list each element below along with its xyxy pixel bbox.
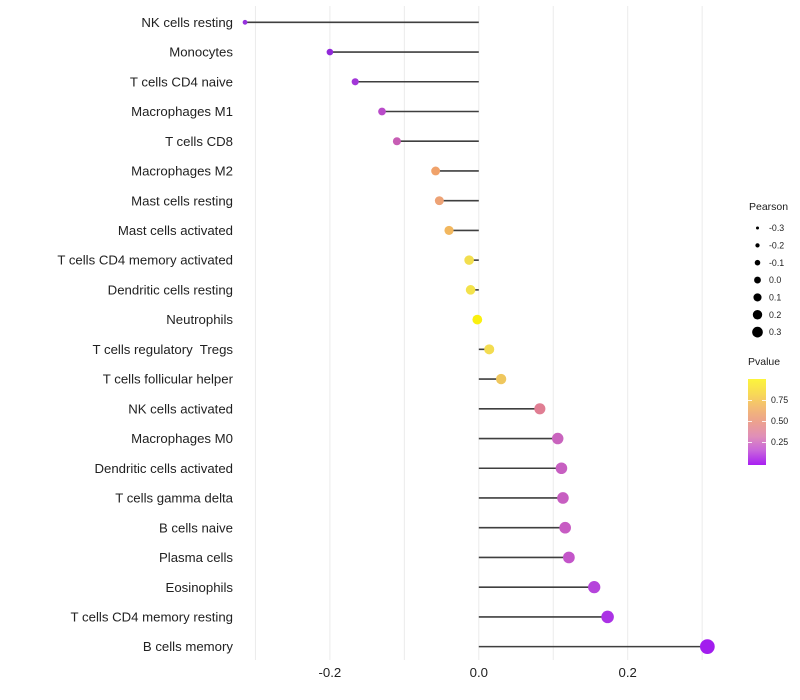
y-axis-label: T cells CD4 memory activated (57, 253, 233, 268)
y-axis-label: Dendritic cells resting (108, 282, 233, 297)
legend-pearson-label: 0.1 (769, 293, 781, 303)
legend-pearson-label: -0.2 (769, 240, 784, 250)
lollipop-dot (551, 432, 564, 445)
lollipop-dot (495, 373, 507, 385)
pvalue-bar-tick (748, 421, 752, 422)
lollipop-dot (563, 551, 575, 564)
lollipop-dot (464, 255, 474, 265)
y-axis-label: Mast cells activated (118, 223, 233, 238)
legend-pearson-label: -0.3 (769, 223, 784, 233)
pvalue-tick-label: 0.25 (771, 437, 789, 447)
pvalue-bar-tick (748, 400, 752, 401)
lollipop-dot (588, 581, 601, 594)
lollipop-dot (465, 285, 476, 295)
legend-pearson-label: 0.2 (769, 310, 781, 320)
lollipop-dot (434, 196, 444, 206)
lollipop-dot (444, 225, 454, 235)
y-axis-label: T cells CD8 (165, 134, 233, 149)
x-tick-label: -0.2 (319, 665, 342, 680)
legend-pearson-label: 0.3 (769, 327, 781, 337)
y-axis-label: T cells CD4 memory resting (71, 610, 233, 625)
y-axis-label: Plasma cells (159, 550, 233, 565)
lollipop-dot (326, 48, 334, 56)
legend-pearson-dot (752, 326, 763, 338)
y-axis-label: Monocytes (169, 45, 233, 60)
y-axis-label: Neutrophils (166, 312, 233, 327)
legend-pearson-dot (753, 293, 762, 302)
legend-pvalue: Pvalue 0.75 0.50 0.25 (748, 356, 800, 486)
legend-pearson-dot (754, 276, 761, 284)
legend-pearson-dot (752, 310, 763, 320)
pvalue-bar-tick (748, 442, 752, 443)
lollipop-dot (601, 610, 614, 624)
y-axis-label: NK cells activated (128, 401, 233, 416)
lollipop-dot (484, 344, 495, 355)
y-axis-label: Macrophages M1 (131, 104, 233, 119)
y-axis-label: Macrophages M2 (131, 164, 233, 179)
lollipop-dot (559, 521, 571, 534)
y-axis-label: B cells naive (159, 520, 233, 535)
legend-pearson-label: 0.0 (769, 275, 781, 285)
y-axis-label: Eosinophils (166, 580, 234, 595)
x-tick-label: 0.0 (470, 665, 488, 680)
pvalue-gradient-bar (748, 379, 766, 465)
pvalue-bar-tick (762, 442, 766, 443)
pvalue-bar-tick (762, 421, 766, 422)
lollipop-dot (378, 107, 386, 116)
legend-pearson-dot (754, 259, 761, 266)
y-axis-label: B cells memory (143, 639, 234, 654)
y-axis-label: NK cells resting (141, 15, 233, 30)
lollipop-dot (557, 492, 569, 504)
lollipop-dot (534, 403, 546, 415)
y-axis-label: T cells gamma delta (115, 491, 233, 506)
lollipop-dot (392, 137, 401, 146)
y-axis-label: T cells CD4 naive (130, 74, 233, 89)
lollipop-dot (242, 19, 248, 25)
pvalue-tick-label: 0.75 (771, 395, 789, 405)
lollipop-dot (555, 462, 568, 475)
x-tick-label: 0.2 (619, 665, 637, 680)
pvalue-bar-tick (762, 400, 766, 401)
legend-pearson-title: Pearson (749, 201, 789, 213)
legend-pearson: Pearson (749, 201, 788, 213)
y-axis-label: Macrophages M0 (131, 431, 233, 446)
lollipop-dot (431, 166, 441, 176)
lollipop-dot (700, 639, 715, 654)
legend-pvalue-title: Pvalue (748, 356, 781, 368)
legend-pearson-dot (755, 243, 760, 248)
y-axis-label: T cells regulatory Tregs (93, 342, 234, 357)
lollipop-dot (351, 78, 359, 86)
legend-pearson-label: -0.1 (769, 258, 784, 268)
y-axis-label: Dendritic cells activated (94, 461, 233, 476)
legend-pearson-dot (756, 226, 759, 230)
pvalue-tick-label: 0.50 (771, 416, 789, 426)
y-axis-label: T cells follicular helper (103, 372, 234, 387)
lollipop-dot (472, 314, 483, 325)
y-axis-label: Mast cells resting (131, 193, 233, 208)
